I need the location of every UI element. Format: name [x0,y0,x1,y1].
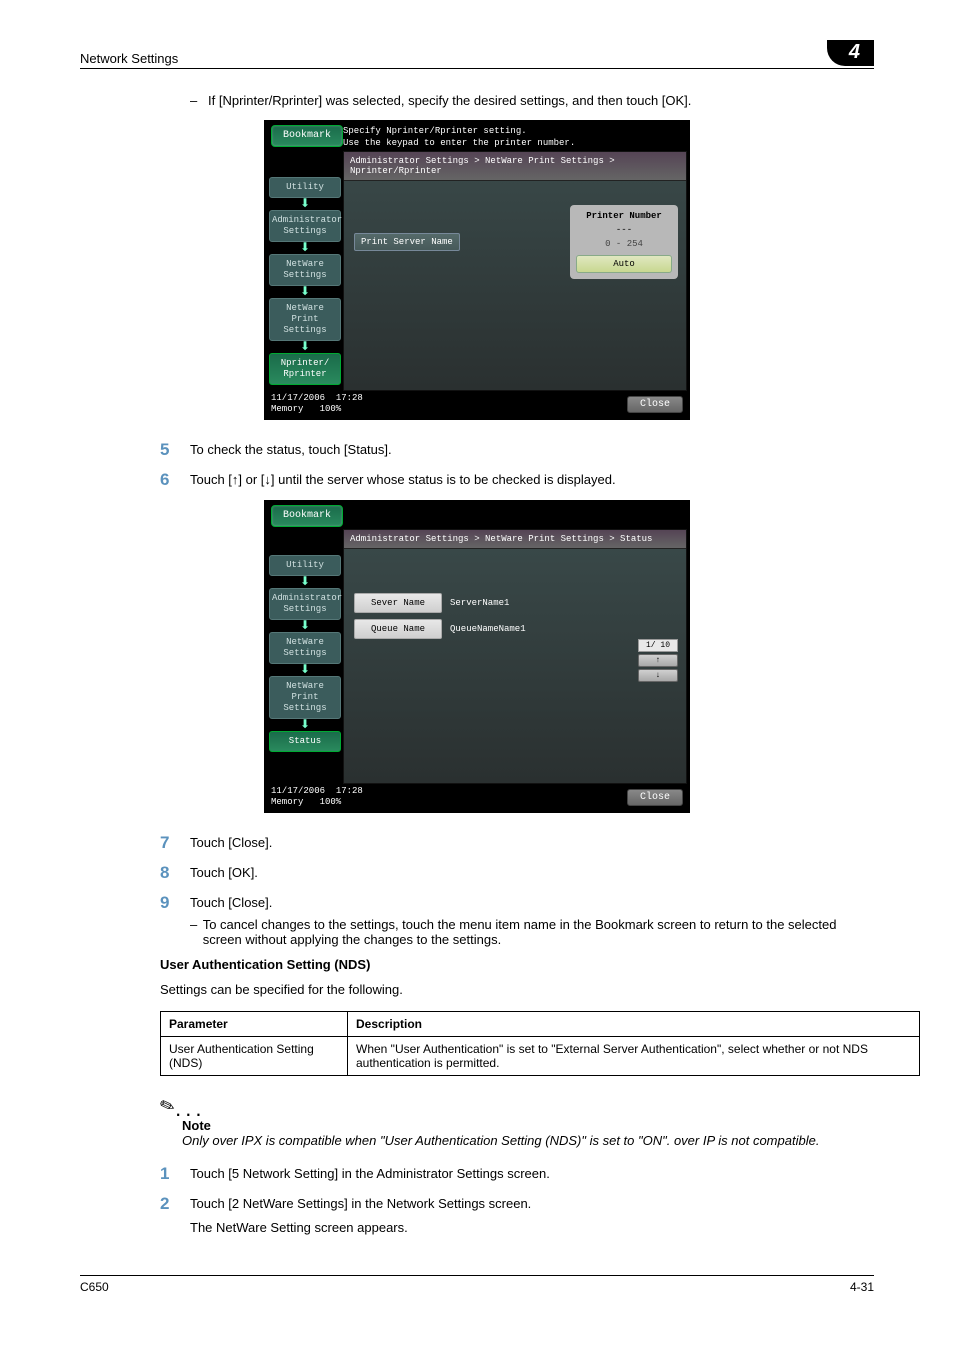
note-block: ✎... Note Only over IPX is compatible wh… [160,1096,874,1148]
step-text: Touch [5 Network Setting] in the Adminis… [190,1164,864,1184]
breadcrumb: Administrator Settings > NetWare Print S… [344,530,686,549]
dash-icon: – [190,917,203,947]
arrow-down-icon: ⬇ [269,721,341,729]
arrow-down-icon: ⬇ [269,244,341,252]
sidebar-admin[interactable]: Administrator Settings [269,588,341,620]
table-header-parameter: Parameter [161,1012,348,1037]
breadcrumb: Administrator Settings > NetWare Print S… [344,152,686,181]
table-row: User Authentication Setting (NDS) When "… [161,1037,920,1076]
parameter-table: Parameter Description User Authenticatio… [160,1011,920,1076]
page-down-button[interactable]: ↓ [638,669,678,682]
footer-left: C650 [80,1280,109,1294]
arrow-down-icon: ⬇ [269,666,341,674]
page-indicator: 1/ 10 [638,639,678,652]
sidebar-netware[interactable]: NetWare Settings [269,254,341,286]
printer-number-value: --- [576,225,672,235]
step-number: 1 [160,1164,190,1184]
arrow-down-icon: ⬇ [269,622,341,630]
queue-name-value: QueueNameName1 [450,624,676,634]
arrow-down-icon: ⬇ [269,578,341,586]
panel-nprinter: Bookmark Specify Nprinter/Rprinter setti… [264,120,690,420]
queue-name-label: Queue Name [354,619,442,639]
intro-text: If [Nprinter/Rprinter] was selected, spe… [208,93,691,108]
intro-bullet: – If [Nprinter/Rprinter] was selected, s… [190,93,864,108]
step-text: Touch [Close]. [190,833,864,853]
arrow-down-icon: ⬇ [269,343,341,351]
panel-sidebar: Utility ⬇ Administrator Settings ⬇ NetWa… [267,529,343,784]
sidebar-current[interactable]: Nprinter/ Rprinter [269,353,341,385]
sidebar-admin[interactable]: Administrator Settings [269,210,341,242]
page-up-button[interactable]: ↑ [638,654,678,667]
panel-sidebar: Utility ⬇ Administrator Settings ⬇ NetWa… [267,151,343,391]
panel-message [343,505,683,527]
panel-status: Bookmark Utility ⬇ Administrator Setting… [264,500,690,813]
bookmark-button[interactable]: Bookmark [271,505,343,527]
panel-main: Administrator Settings > NetWare Print S… [343,529,687,784]
print-server-name-field[interactable]: Print Server Name [354,233,460,251]
printer-number-panel: Printer Number --- 0 - 254 Auto [570,205,678,279]
step-text: Touch [2 NetWare Settings] in the Networ… [190,1194,864,1214]
step-number: 8 [160,863,190,883]
panel-status-info: 11/17/2006 17:28 Memory 100% [271,393,627,415]
server-name-label: Sever Name [354,593,442,613]
table-cell: When "User Authentication" is set to "Ex… [348,1037,920,1076]
table-cell: User Authentication Setting (NDS) [161,1037,348,1076]
sidebar-nwprint[interactable]: NetWare Print Settings [269,298,341,341]
section-intro: Settings can be specified for the follow… [160,982,874,997]
paging-controls: 1/ 10 ↑ ↓ [638,639,678,684]
step-subtext: The NetWare Setting screen appears. [190,1220,864,1235]
step-text: Touch [OK]. [190,863,864,883]
auto-button[interactable]: Auto [576,255,672,273]
panel-main: Administrator Settings > NetWare Print S… [343,151,687,391]
close-button[interactable]: Close [627,396,683,413]
sidebar-netware[interactable]: NetWare Settings [269,632,341,664]
close-button[interactable]: Close [627,789,683,806]
panel-status-info: 11/17/2006 17:28 Memory 100% [271,786,627,808]
arrow-down-icon: ⬇ [269,288,341,296]
step-text: Touch [Close]. [190,893,864,913]
chapter-badge: 4 [827,40,874,66]
step-number: 6 [160,470,190,490]
section-heading: User Authentication Setting (NDS) [160,957,874,972]
panel-message: Specify Nprinter/Rprinter setting. Use t… [343,125,683,149]
page-footer: C650 4-31 [80,1275,874,1294]
step-number: 2 [160,1194,190,1214]
server-name-value: ServerName1 [450,598,676,608]
step-text: Touch [↑] or [↓] until the server whose … [190,470,864,490]
step-number: 9 [160,893,190,913]
sidebar-current[interactable]: Status [269,731,341,752]
note-label: Note [182,1118,874,1133]
sidebar-utility[interactable]: Utility [269,555,341,576]
sidebar-nwprint[interactable]: NetWare Print Settings [269,676,341,719]
step-text: To check the status, touch [Status]. [190,440,864,460]
bookmark-button[interactable]: Bookmark [271,125,343,147]
dash-icon: – [190,93,208,108]
sidebar-utility[interactable]: Utility [269,177,341,198]
header-title: Network Settings [80,51,178,66]
page-header: Network Settings 4 [80,40,874,69]
step-number: 7 [160,833,190,853]
printer-number-range: 0 - 254 [576,239,672,249]
arrow-down-icon: ⬇ [269,200,341,208]
note-text: Only over IPX is compatible when "User A… [182,1133,874,1148]
step-number: 5 [160,440,190,460]
sub-bullet-text: To cancel changes to the settings, touch… [203,917,864,947]
printer-number-header: Printer Number [576,211,672,221]
table-header-description: Description [348,1012,920,1037]
footer-right: 4-31 [850,1280,874,1294]
